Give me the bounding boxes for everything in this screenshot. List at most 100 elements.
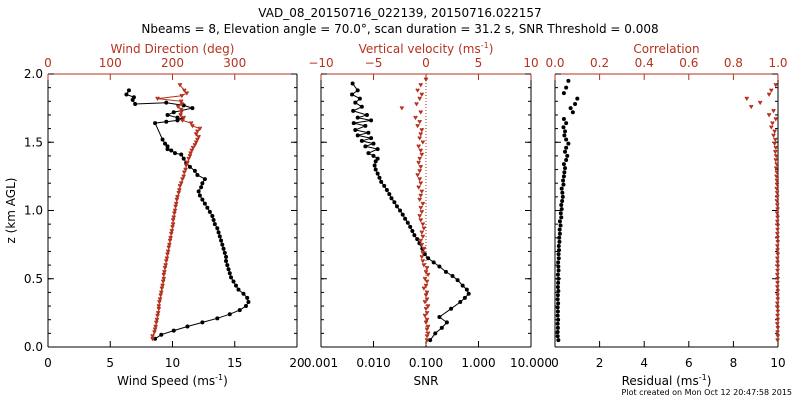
data-point <box>425 272 431 278</box>
data-point <box>369 118 374 123</box>
data-point <box>766 92 772 97</box>
data-point <box>455 278 460 283</box>
data-point <box>190 106 195 111</box>
plot-created-footer: Plot created on Mon Oct 12 20:47:58 2015 <box>622 388 792 397</box>
x-bottom-tick-label: 10.000 <box>510 356 552 370</box>
data-point <box>215 226 220 231</box>
data-point <box>556 276 561 281</box>
data-point <box>775 334 780 339</box>
data-point <box>775 244 780 249</box>
data-point <box>555 321 560 326</box>
x-bottom-tick-label: 10 <box>165 356 180 370</box>
data-point <box>153 324 158 329</box>
data-point <box>773 117 778 122</box>
data-point <box>233 283 238 288</box>
data-point <box>428 338 433 343</box>
data-point <box>556 317 561 322</box>
data-point <box>773 149 778 155</box>
data-point <box>775 207 780 212</box>
data-point <box>363 144 368 149</box>
series-line-wind-0 <box>125 90 249 340</box>
data-point <box>169 148 174 153</box>
data-point <box>775 338 780 343</box>
data-point <box>160 279 166 284</box>
data-point <box>405 220 410 225</box>
data-point <box>202 177 207 182</box>
data-point <box>418 205 423 211</box>
x-top-axis-label-tail: ) <box>489 42 494 56</box>
data-point <box>775 276 780 282</box>
data-point <box>375 171 380 176</box>
data-point <box>155 313 160 319</box>
data-point <box>564 137 569 142</box>
data-point <box>422 313 428 319</box>
x-bottom-axis-label-text: Residual (ms <box>622 374 699 388</box>
data-point <box>559 203 564 208</box>
data-point <box>556 260 561 265</box>
data-point <box>221 246 226 251</box>
data-point <box>766 113 772 118</box>
data-point <box>227 312 232 317</box>
data-point <box>179 110 184 115</box>
data-point <box>200 197 205 202</box>
data-point <box>417 119 422 125</box>
data-point <box>423 283 429 288</box>
x-top-tick-label: 0 <box>422 56 430 70</box>
data-point <box>412 233 417 238</box>
data-point <box>575 96 580 101</box>
data-point <box>775 297 780 302</box>
data-point <box>222 250 227 255</box>
data-point <box>775 321 780 327</box>
x-top-tick-label: 200 <box>161 56 184 70</box>
data-point <box>152 330 157 335</box>
data-point <box>350 92 355 97</box>
data-point <box>414 102 419 107</box>
x-top-axis-label-text: Correlation <box>633 42 699 56</box>
data-point <box>419 242 425 248</box>
data-point <box>155 96 160 101</box>
data-point <box>408 224 413 229</box>
data-point <box>744 96 749 101</box>
data-point <box>163 141 168 146</box>
data-point <box>556 301 561 306</box>
data-point <box>124 92 129 97</box>
data-point <box>775 264 780 269</box>
data-point <box>418 238 423 243</box>
data-point <box>562 170 567 175</box>
data-point <box>557 227 562 232</box>
data-point <box>424 265 430 271</box>
data-point <box>417 96 422 101</box>
data-point <box>421 226 427 231</box>
figure-title-line2: Nbeams = 8, Elevation angle = 70.0°, sca… <box>141 22 658 36</box>
data-point <box>775 231 780 237</box>
data-point <box>231 279 236 284</box>
data-point <box>246 299 251 304</box>
data-point <box>415 88 420 93</box>
data-point <box>160 283 165 288</box>
data-point <box>419 92 425 97</box>
data-point <box>437 314 442 319</box>
data-point <box>158 293 163 298</box>
data-point <box>172 211 177 216</box>
data-point <box>160 137 165 142</box>
data-point <box>156 306 162 312</box>
data-point <box>177 82 183 88</box>
data-point <box>559 186 564 191</box>
x-top-axis-label-sup: -1 <box>481 41 489 50</box>
data-point <box>417 214 422 219</box>
data-point <box>775 301 780 306</box>
data-point <box>437 264 442 269</box>
data-point <box>205 205 210 210</box>
data-point <box>775 309 780 314</box>
data-point <box>425 331 431 336</box>
data-point <box>167 242 172 248</box>
data-point <box>419 254 425 260</box>
data-point <box>466 291 471 296</box>
data-point <box>564 121 569 126</box>
data-point <box>418 132 423 137</box>
data-point <box>377 175 382 180</box>
x-bottom-axis-label: Residual (ms-1) <box>622 373 712 388</box>
data-point <box>372 163 377 168</box>
data-point <box>770 121 775 126</box>
figure-title-line1: VAD_08_20150716_022139, 20150716.022157 <box>258 6 541 20</box>
